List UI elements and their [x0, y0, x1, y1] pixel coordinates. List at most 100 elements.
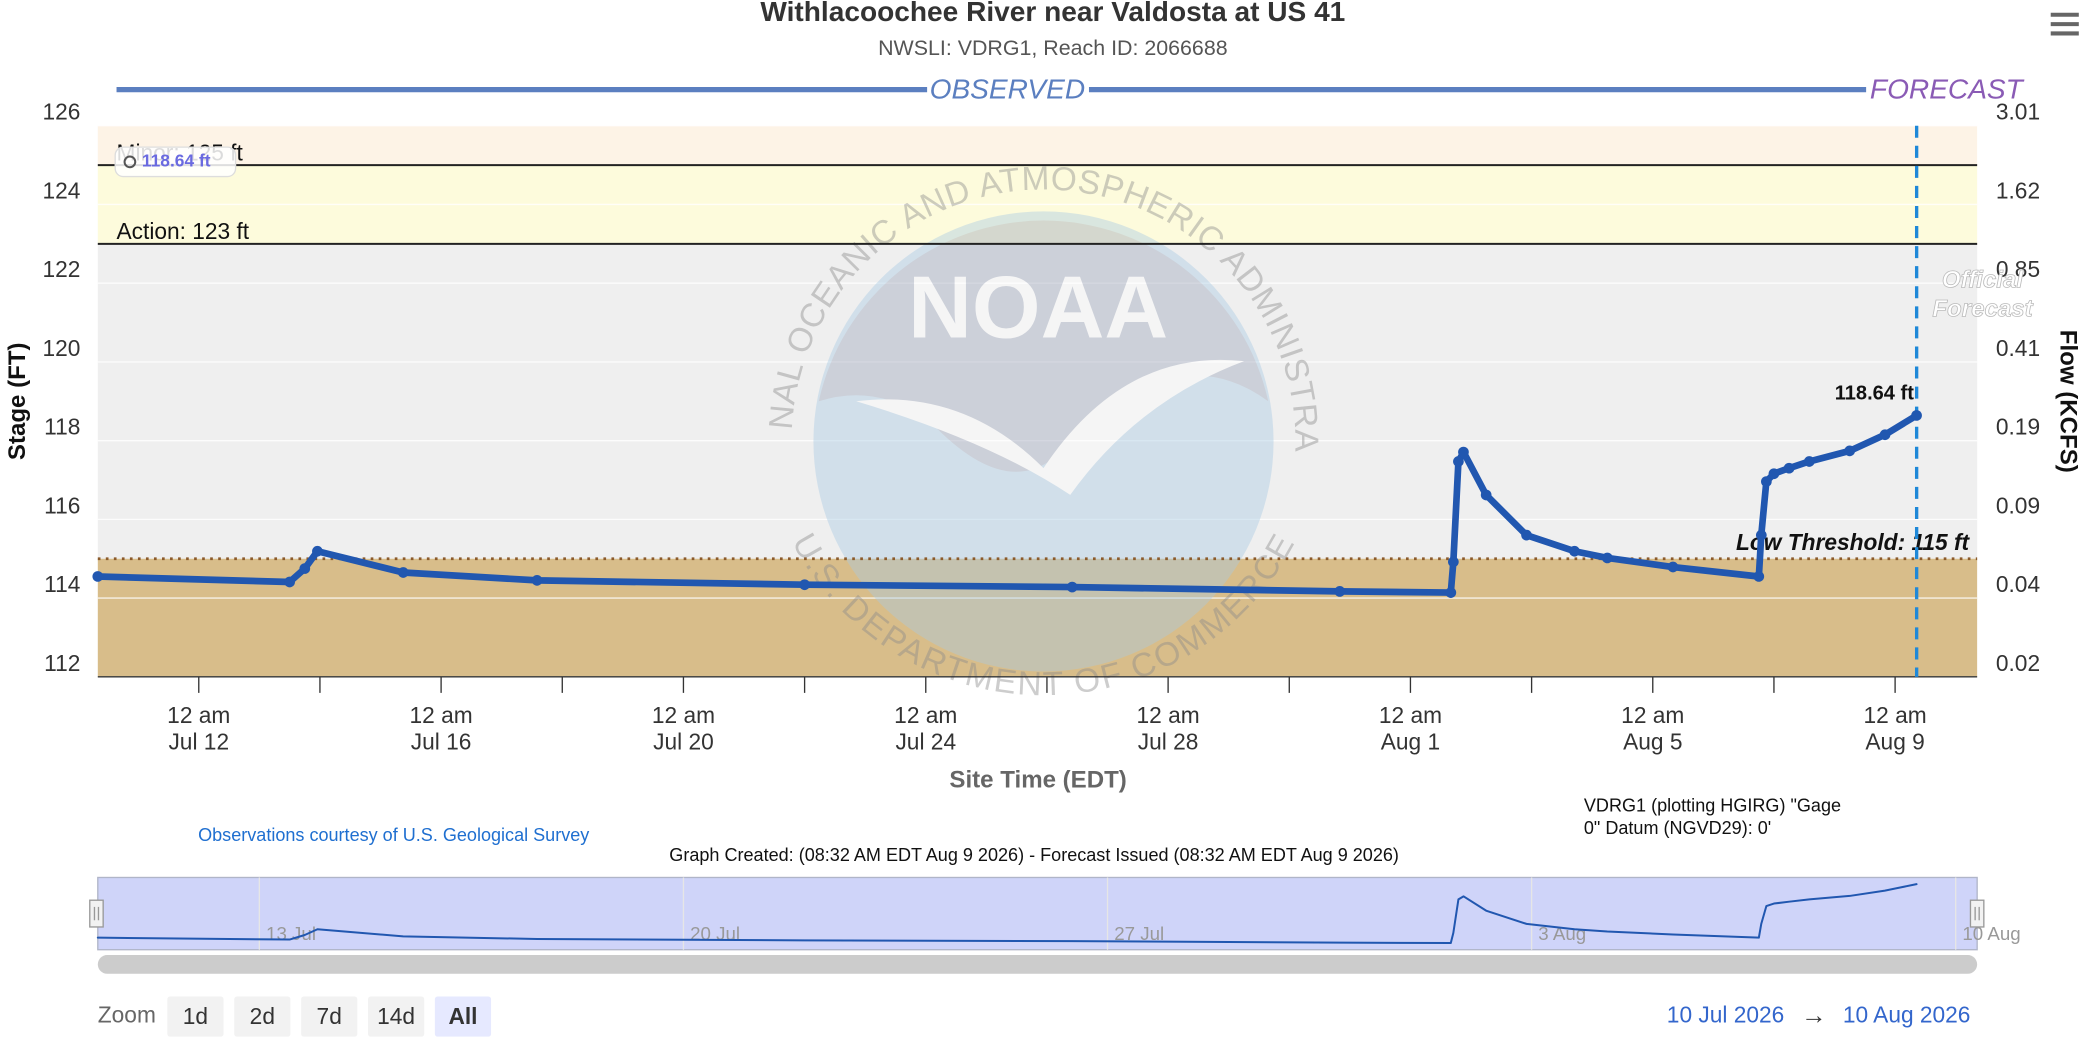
data-point [1458, 446, 1469, 458]
x-tick-label: Jul 28 [1138, 729, 1199, 755]
y-tick-label: 118 [44, 414, 80, 440]
y2-tick-label: 0.02 [1996, 650, 2040, 676]
data-point [1911, 410, 1922, 421]
data-point [1783, 462, 1795, 474]
y-tick-label: 126 [43, 99, 81, 125]
below-band [97, 558, 1978, 677]
data-point [1753, 571, 1765, 582]
data-point [1569, 545, 1580, 557]
y2-tick-label: 1.62 [1996, 177, 2040, 203]
y2-tick-label: 0.41 [1996, 335, 2040, 361]
navigator-bg [97, 876, 1978, 951]
chart-subtitle: NWSLI: VDRG1, Reach ID: 2066688 [878, 36, 1228, 60]
last-value-label: 118.64 ft [1835, 382, 1914, 404]
scrollbar[interactable] [97, 955, 1978, 974]
x-tick-label: 12 am [410, 702, 473, 728]
forecast-label: FORECAST [1870, 73, 2025, 104]
x-tick-label: Jul 24 [895, 729, 956, 755]
watermark-bird [856, 359, 1245, 495]
watermark-upper [818, 220, 1269, 472]
data-point [1480, 489, 1492, 501]
zoom-button[interactable] [367, 996, 425, 1037]
data-point [1066, 581, 1078, 593]
navigator-label: 10 Aug [1962, 923, 2020, 944]
datum-note: 0" Datum (NGVD29): 0' [1584, 818, 1771, 838]
tooltip-box [114, 146, 237, 178]
range-to[interactable]: 10 Aug 2026 [1843, 1002, 1971, 1028]
zoom-button-label[interactable]: 2d [250, 1003, 275, 1029]
data-point [1667, 561, 1679, 573]
x-tick-label: Jul 12 [168, 729, 229, 755]
datum-note: VDRG1 (plotting HGIRG) "Gage [1584, 795, 1841, 815]
threshold-label: Low Threshold: 115 ft [1736, 529, 1971, 555]
navigator-handle-box[interactable] [1969, 899, 1985, 928]
menu-button[interactable] [2050, 12, 2079, 36]
zoom-button[interactable] [234, 996, 291, 1037]
y2-axis-title: Flow (KCFS) [2054, 330, 2081, 473]
observed-label: OBSERVED [930, 73, 1086, 104]
data-point [312, 545, 323, 557]
x-tick-label: 12 am [1379, 702, 1442, 728]
data-point [299, 563, 311, 574]
data-point [1453, 456, 1464, 467]
data-point [531, 575, 543, 586]
x-axis-title: Site Time (EDT) [949, 767, 1126, 794]
y-tick-label: 122 [43, 256, 81, 282]
zoom-button[interactable] [301, 996, 358, 1037]
credits: Observations courtesy of U.S. Geological… [198, 825, 589, 845]
threshold-band [97, 243, 1978, 559]
data-point [284, 576, 295, 588]
data-point [1761, 476, 1772, 487]
official-forecast-label: Official [1942, 266, 2024, 293]
x-tick-label: Jul 16 [411, 729, 472, 755]
navigator-label: 27 Jul [1114, 923, 1164, 944]
x-tick-label: 12 am [894, 702, 957, 728]
y-tick-label: 112 [44, 650, 80, 676]
x-tick-label: Aug 9 [1865, 729, 1924, 755]
navigator-label: 20 Jul [690, 923, 740, 944]
data-point [1755, 529, 1767, 541]
y-tick-label: 124 [43, 177, 81, 203]
zoom-button-label[interactable]: 7d [317, 1003, 342, 1029]
data-point [1803, 456, 1815, 467]
x-tick-label: 12 am [167, 702, 230, 728]
graph-created: Graph Created: (08:32 AM EDT Aug 9 2026)… [669, 845, 1399, 865]
data-point [92, 571, 104, 582]
tooltip-value: 118.64 ft [142, 150, 211, 170]
threshold-label: Action: 123 ft [117, 218, 250, 244]
zoom-button-label[interactable]: 1d [183, 1003, 208, 1029]
x-tick-label: 12 am [1864, 702, 1927, 728]
x-tick-label: Jul 20 [653, 729, 714, 755]
official-forecast-label: Forecast [1932, 296, 2033, 323]
y2-tick-label: 0.04 [1996, 571, 2040, 597]
data-point [1521, 529, 1532, 541]
zoom-button[interactable] [167, 996, 224, 1037]
x-tick-label: Aug 5 [1623, 729, 1682, 755]
zoom-button-label[interactable]: 14d [377, 1003, 415, 1029]
y2-tick-label: 3.01 [1996, 99, 2040, 125]
zoom-button-label[interactable]: All [448, 1003, 477, 1029]
zoom-label: Zoom [98, 1002, 156, 1028]
navigator-handle[interactable] [89, 899, 104, 928]
range-from[interactable]: 10 Jul 2026 [1667, 1002, 1784, 1028]
x-tick-label: 12 am [1621, 702, 1684, 728]
zoom-button[interactable] [434, 996, 492, 1037]
x-tick-label: 12 am [1137, 702, 1200, 728]
data-point [1334, 586, 1346, 597]
navigator-handle-box[interactable] [89, 899, 104, 928]
tooltip-icon [123, 155, 137, 169]
navigator-line [96, 883, 1918, 945]
range-arrow: → [1801, 1001, 1826, 1029]
x-tick-label: 12 am [652, 702, 715, 728]
data-point [1844, 445, 1856, 457]
y-axis-title: Stage (FT) [4, 342, 31, 460]
y-tick-label: 120 [43, 335, 81, 361]
y2-tick-label: 0.19 [1996, 414, 2040, 440]
data-point [1448, 556, 1459, 568]
y-tick-label: 116 [44, 492, 80, 518]
watermark-disc [813, 211, 1274, 672]
y2-tick-label: 0.85 [1996, 256, 2040, 282]
navigator-handle[interactable] [1969, 899, 1985, 928]
